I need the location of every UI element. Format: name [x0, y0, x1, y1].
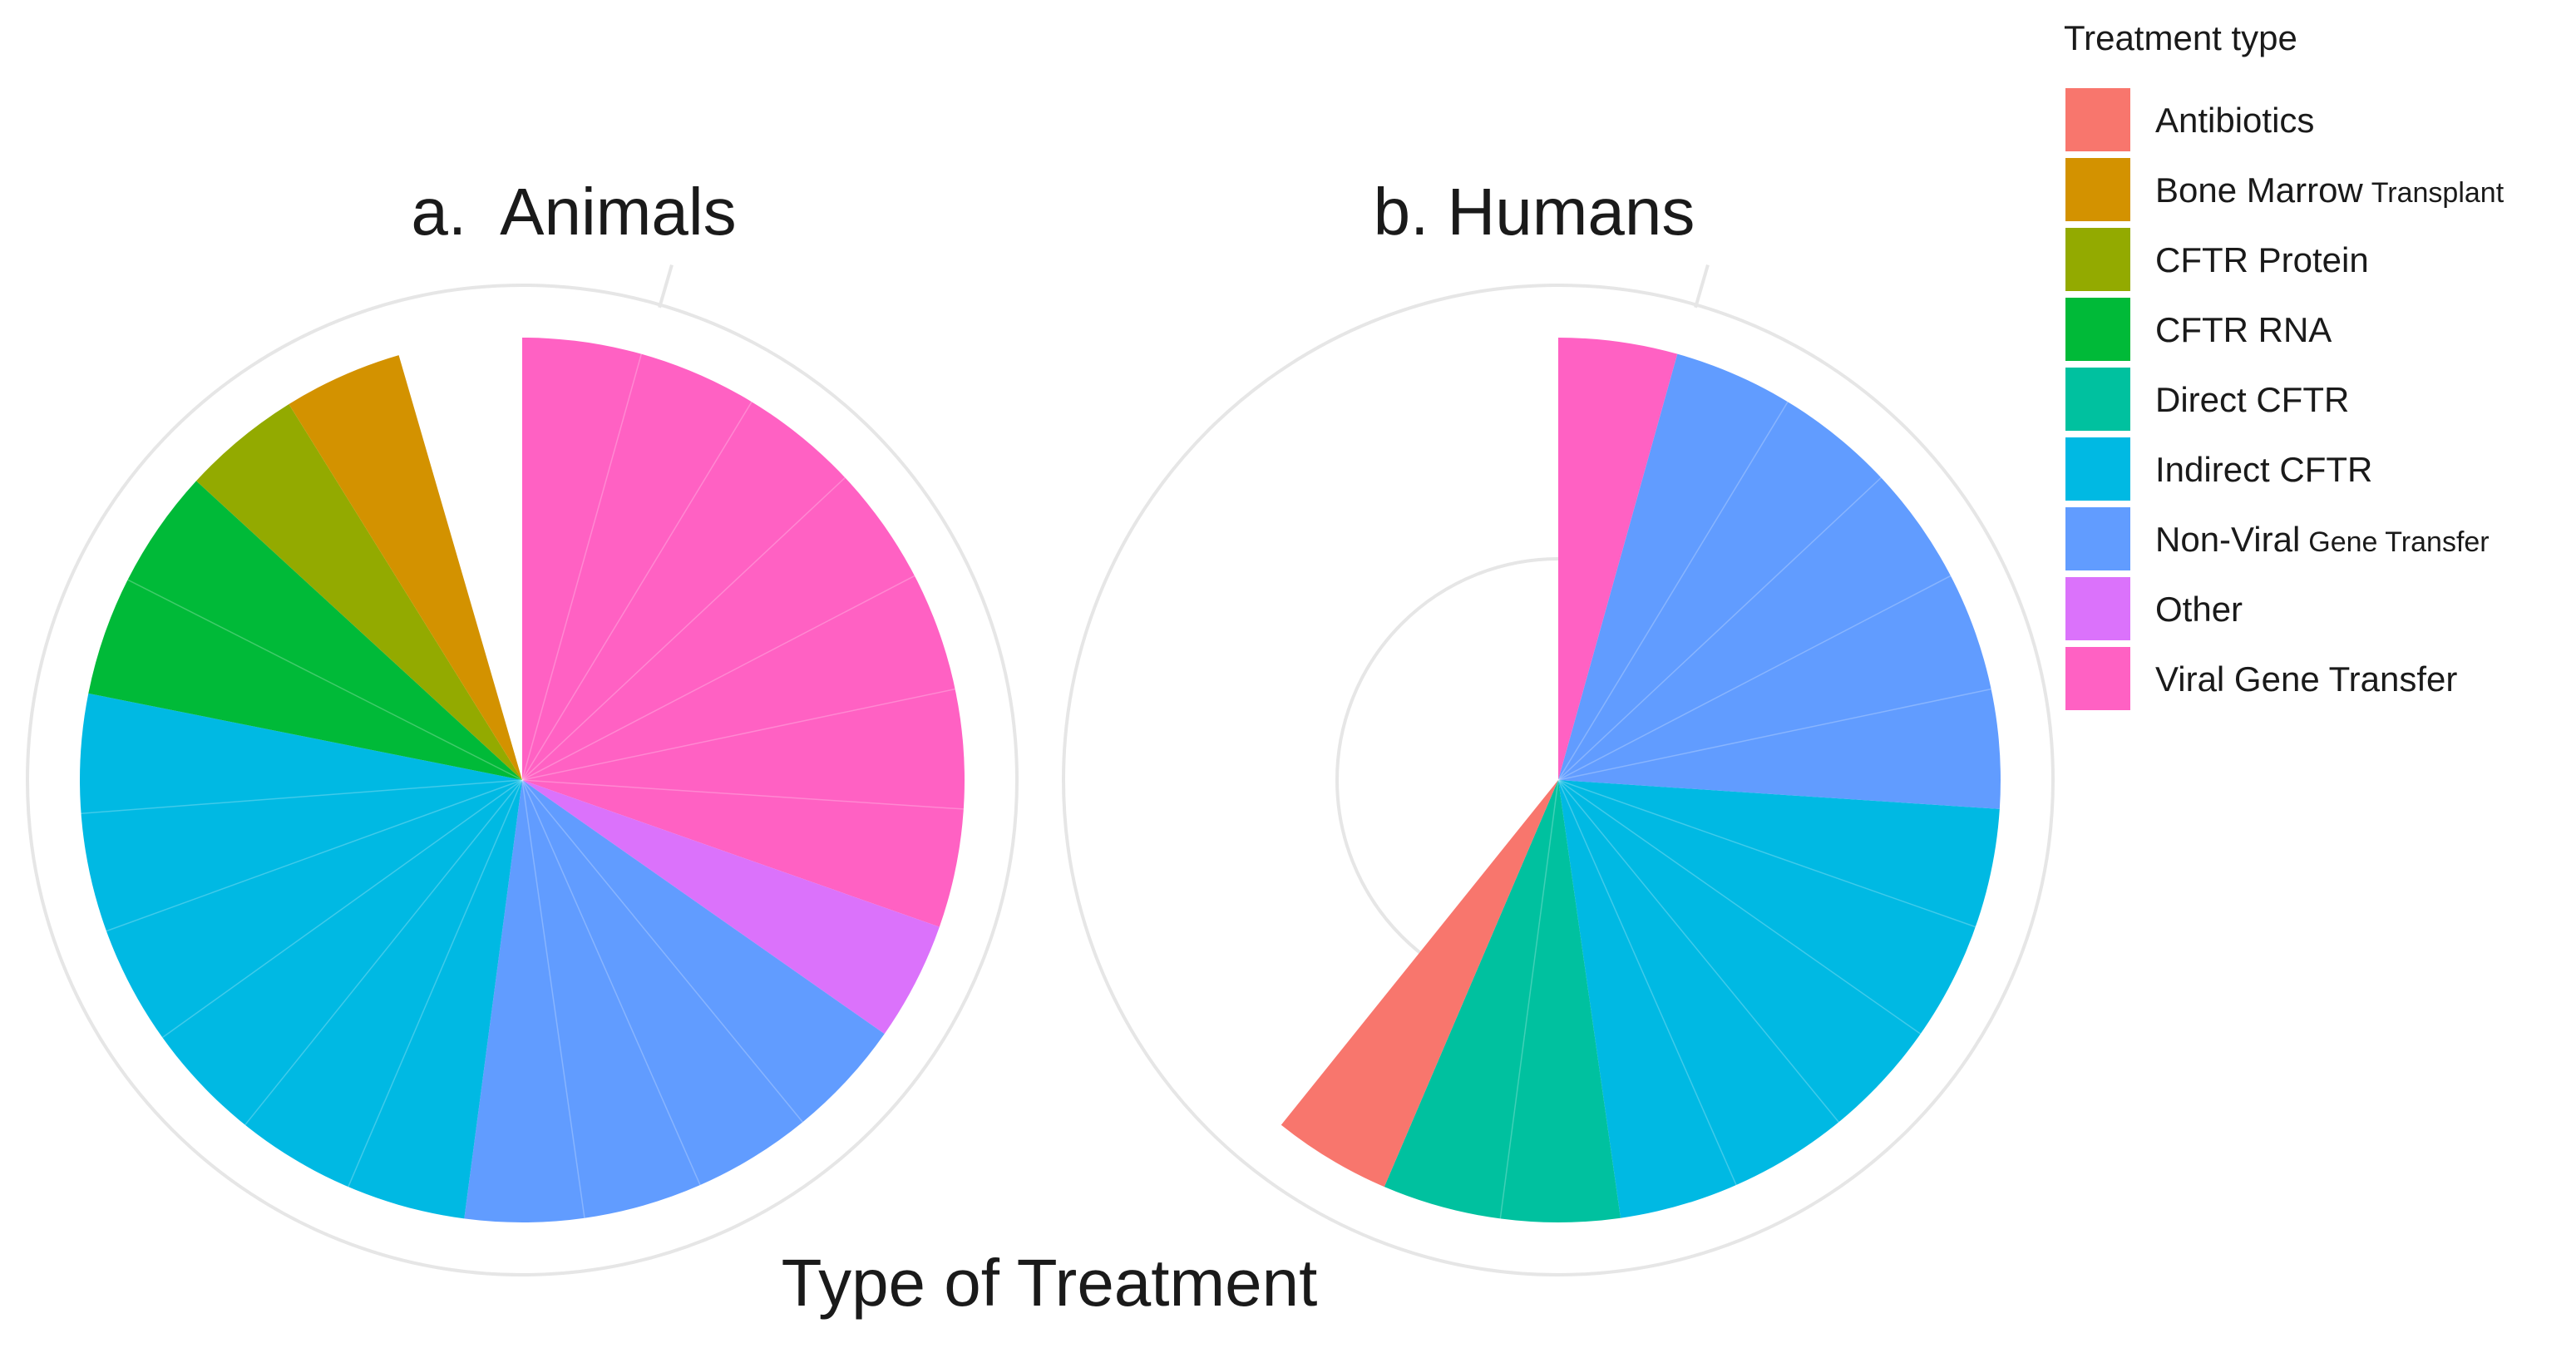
panel-humans-grid-spoke	[1694, 264, 1710, 309]
pie-slice-divider-humans	[1557, 779, 1922, 1034]
legend-label-indirect-cftr: Indirect CFTR	[2155, 450, 2372, 489]
legend-title: Treatment type	[2064, 18, 2297, 57]
pie-slice-divider-humans	[1557, 401, 1789, 781]
pie-slice-animals-indirect-cftr	[80, 693, 522, 1219]
panel-animals-grid	[26, 264, 1019, 1276]
pie-slice-divider-humans	[1557, 476, 1882, 781]
legend-label-other: Other	[2155, 590, 2243, 629]
panel-animals-title: a. Animals	[411, 175, 736, 249]
pie-slice-divider-animals	[521, 779, 964, 810]
pie-slice-humans-antibiotics	[1281, 780, 1558, 1188]
legend-swatch-bone-marrow	[2065, 158, 2130, 221]
panel-humans-slices	[1281, 338, 2001, 1222]
legend-label-bone-marrow: Bone Marrow Transplant	[2155, 170, 2504, 210]
panel-humans: b. Humans	[1062, 175, 2055, 1276]
pie-slice-humans-viral	[1558, 338, 1678, 780]
pie-slice-humans-indirect-cftr	[1558, 780, 2000, 1218]
pie-slice-divider-humans	[1499, 779, 1559, 1219]
pie-slice-animals-cftr-protein	[196, 403, 523, 780]
pie-slice-divider-animals	[521, 353, 643, 781]
pie-slice-animals-cftr-rna	[88, 481, 523, 780]
panel-animals-grid-circle-1	[26, 284, 1019, 1276]
pie-slice-divider-humans	[1557, 779, 1737, 1186]
legend-label-antibiotics: Antibiotics	[2155, 101, 2314, 140]
pie-slice-divider-animals	[521, 401, 753, 781]
legend-swatch-cftr-rna	[2065, 298, 2130, 361]
pie-slice-divider-animals	[521, 779, 701, 1186]
pie-slice-divider-animals	[348, 779, 523, 1188]
pie-slice-divider-animals	[106, 779, 523, 932]
panel-humans-grid-circle-2	[1062, 284, 2055, 1276]
pie-slice-divider-animals	[161, 779, 523, 1039]
legend-swatch-non-viral	[2065, 507, 2130, 570]
pie-slice-divider-animals	[521, 575, 915, 781]
pie-slice-divider-humans	[1557, 779, 1976, 928]
pie-slice-humans-non-viral	[1558, 353, 2001, 809]
pie-slice-animals-non-viral	[464, 780, 885, 1223]
pie-slice-divider-animals	[521, 688, 955, 781]
panel-animals-slices	[80, 338, 965, 1223]
legend-label-direct-cftr: Direct CFTR	[2155, 380, 2349, 419]
pie-slice-divider-animals	[521, 779, 585, 1218]
pie-slice-divider-animals	[521, 779, 803, 1123]
legend-items: Antibiotics Bone Marrow Transplant CFTR Pro…	[2065, 88, 2504, 710]
pie-slice-divider-humans	[1557, 688, 1991, 781]
panel-animals: a. Animals	[26, 175, 1019, 1276]
legend-label-cftr-rna: CFTR RNA	[2155, 310, 2332, 349]
pie-slice-humans-direct-cftr	[1384, 780, 1621, 1222]
panel-animals-grid-spoke	[658, 264, 674, 309]
legend-swatch-antibiotics	[2065, 88, 2130, 151]
legend-label-cftr-protein: CFTR Protein	[2155, 240, 2369, 279]
pie-slice-divider-animals	[244, 779, 523, 1126]
pie-slice-divider-humans	[1557, 779, 1839, 1123]
legend-label-viral: Viral Gene Transfer	[2155, 659, 2457, 699]
panel-humans-title: b. Humans	[1374, 175, 1695, 249]
pie-slice-divider-humans	[1557, 575, 1952, 781]
pie-slice-divider-animals	[127, 579, 523, 781]
legend-swatch-cftr-protein	[2065, 228, 2130, 291]
pie-slice-animals-other	[522, 780, 940, 1034]
x-axis-label: Type of Treatment	[782, 1246, 1318, 1320]
legend: Treatment type Antibiotics Bone Marrow Tra…	[2064, 18, 2504, 710]
pie-slice-divider-animals	[81, 779, 523, 814]
pie-slice-divider-animals	[521, 476, 846, 781]
legend-swatch-direct-cftr	[2065, 368, 2130, 431]
legend-swatch-viral	[2065, 647, 2130, 710]
pie-slice-animals-viral	[522, 338, 965, 927]
legend-label-non-viral: Non-Viral Gene Transfer	[2155, 520, 2490, 559]
legend-swatch-other	[2065, 577, 2130, 640]
legend-swatch-indirect-cftr	[2065, 437, 2130, 501]
pie-slice-animals-bone-marrow	[289, 355, 522, 780]
